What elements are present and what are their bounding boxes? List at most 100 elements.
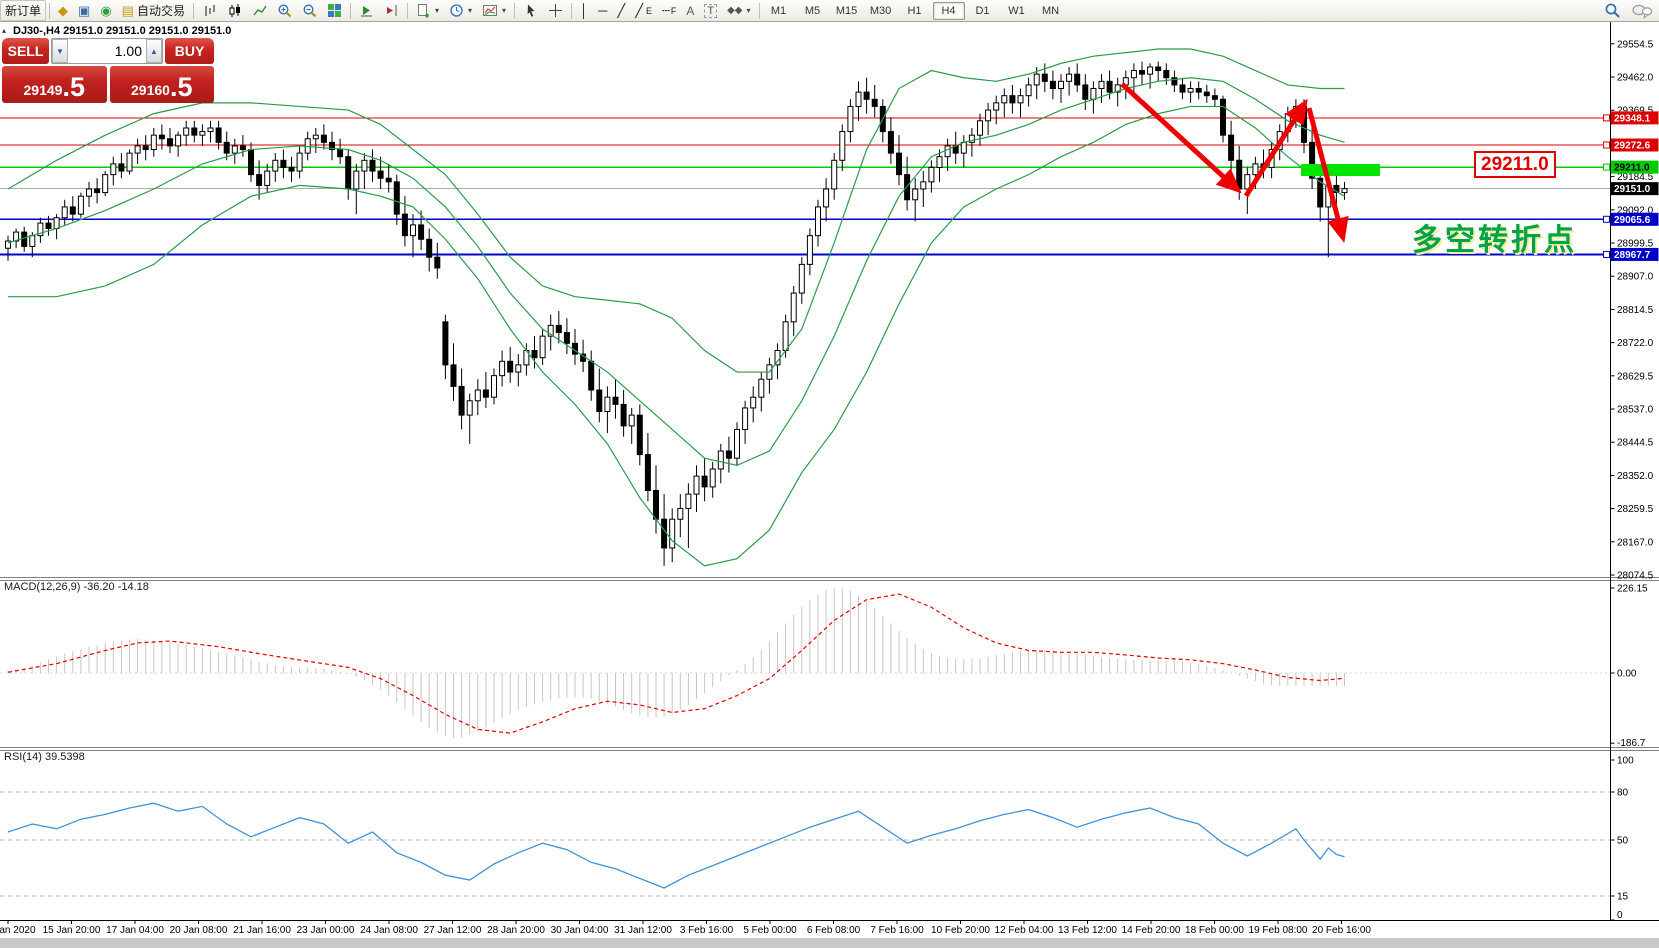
candlestick-icon	[229, 4, 240, 17]
fibonacci-letter: F	[670, 5, 677, 16]
price-level-badges: 29348.1 29272.6 29211.0 29151.0 29065.6 28967…	[1603, 111, 1659, 261]
timeframe-mn[interactable]: MN	[1041, 4, 1060, 17]
cursor-button[interactable]	[518, 0, 543, 21]
price-level-lines[interactable]	[0, 117, 1610, 256]
timeframe-m1[interactable]: M1	[770, 4, 787, 17]
market-button[interactable]: ◆	[53, 0, 73, 21]
signals-button[interactable]: ◉	[95, 0, 116, 21]
zoom-out-icon	[303, 4, 317, 18]
rsi-indicator-label: RSI(14) 39.5398	[4, 751, 85, 763]
macd-panel[interactable]: 226.15 0.00 -186.7	[0, 584, 1648, 750]
volume-input[interactable]	[68, 39, 146, 63]
chart-shift-button[interactable]	[379, 0, 404, 21]
buy-price-panel[interactable]: 29160.5	[109, 66, 214, 103]
svg-text:29369.5: 29369.5	[1617, 106, 1654, 117]
new-order-label: 新订单	[5, 4, 42, 18]
vertical-line-button[interactable]: │	[575, 0, 593, 21]
shapes-button[interactable]: ◆◆ ▾	[722, 0, 755, 21]
community-button[interactable]: ▣	[73, 0, 95, 21]
rsi-line	[7, 802, 1345, 889]
new-order-button[interactable]: 新订单	[0, 0, 47, 21]
svg-text:28814.5: 28814.5	[1617, 305, 1654, 316]
svg-text:20 Feb 16:00: 20 Feb 16:00	[1312, 925, 1371, 936]
sell-price-panel[interactable]: 29149.5	[2, 66, 107, 103]
highlight-rectangle[interactable]	[1301, 164, 1380, 176]
volume-increase-button[interactable]: ▲	[146, 39, 162, 63]
timeframe-m30[interactable]: M30	[869, 4, 892, 17]
cursor-icon	[527, 4, 535, 17]
bottom-strip	[0, 938, 1659, 948]
svg-text:28629.5: 28629.5	[1617, 371, 1654, 382]
horizontal-line-button[interactable]: ─	[593, 0, 612, 21]
text-label-button[interactable]: T	[699, 0, 722, 21]
bar-chart-button[interactable]	[197, 0, 222, 21]
timeframe-d1[interactable]: D1	[975, 4, 990, 17]
text-button[interactable]: A	[681, 0, 699, 21]
timeframe-h4[interactable]: H4	[932, 1, 965, 20]
crosshair-button[interactable]	[543, 0, 568, 21]
svg-text:0: 0	[1617, 910, 1623, 921]
line-chart-icon	[253, 5, 267, 16]
chat-icon[interactable]	[1631, 2, 1653, 19]
turning-point-text[interactable]: 多空转折点	[1412, 224, 1577, 257]
separator	[406, 2, 408, 19]
separator	[49, 2, 51, 19]
svg-text:29554.5: 29554.5	[1617, 39, 1654, 50]
svg-text:29092.0: 29092.0	[1617, 205, 1654, 216]
fibonacci-button[interactable]: ┄ F	[657, 0, 681, 21]
zoom-in-button[interactable]	[272, 0, 297, 21]
price-callout-label[interactable]: 29211.0	[1474, 151, 1556, 178]
svg-text:15: 15	[1617, 892, 1629, 903]
line-chart-button[interactable]	[247, 0, 272, 21]
tile-windows-button[interactable]	[322, 0, 347, 21]
monitor-icon: ▣	[78, 3, 91, 18]
zoom-out-button[interactable]	[297, 0, 322, 21]
equidistant-channel-button[interactable]: ╱ E	[630, 0, 657, 21]
autotrading-button[interactable]: ▤ 自动交易	[117, 0, 190, 21]
templates-button[interactable]: ▾	[477, 0, 511, 21]
collapse-panel-icon[interactable]: ▴	[2, 26, 7, 35]
separator	[192, 2, 194, 19]
chart-symbol-title: DJ30-,H4 29151.0 29151.0 29151.0 29151.0	[13, 25, 232, 37]
separator	[514, 2, 516, 19]
svg-text:29462.0: 29462.0	[1617, 73, 1654, 84]
periods-button[interactable]: ▾	[444, 0, 477, 21]
auto-scroll-button[interactable]	[354, 0, 379, 21]
timeframe-m5[interactable]: M5	[804, 4, 821, 17]
svg-text:80: 80	[1617, 788, 1629, 799]
timeframe-w1[interactable]: W1	[1008, 4, 1025, 17]
svg-text:28967.7: 28967.7	[1614, 250, 1651, 261]
volume-decrease-button[interactable]: ▼	[52, 39, 68, 63]
svg-text:29184.5: 29184.5	[1617, 172, 1654, 183]
search-icon[interactable]	[1604, 2, 1621, 19]
svg-text:28167.0: 28167.0	[1617, 537, 1654, 548]
timeframe-h1[interactable]: H1	[907, 4, 922, 17]
svg-text:19 Feb 08:00: 19 Feb 08:00	[1249, 925, 1308, 936]
trendline-icon: ╱	[617, 3, 626, 18]
indicators-button[interactable]: ▾	[411, 0, 444, 21]
sell-price-frac: .5	[62, 72, 85, 102]
chevron-down-icon: ▾	[746, 6, 751, 15]
trendline-button[interactable]: ╱	[612, 0, 630, 21]
svg-text:28074.5: 28074.5	[1617, 571, 1654, 582]
sell-button[interactable]: SELL	[2, 38, 49, 64]
svg-text:28907.0: 28907.0	[1617, 272, 1654, 283]
svg-text:28444.5: 28444.5	[1617, 438, 1654, 449]
timeframe-m15[interactable]: M15	[835, 4, 858, 17]
template-icon	[483, 5, 497, 16]
bollinger-bands[interactable]	[7, 48, 1345, 567]
buy-price-main: 29160	[131, 82, 170, 98]
candlestick-chart-button[interactable]	[222, 0, 247, 21]
rsi-panel[interactable]: 100 80 50 15 0	[0, 756, 1634, 922]
trend-arrow[interactable]	[1120, 82, 1349, 243]
separator	[758, 2, 760, 19]
channel-icon: ╱	[635, 3, 644, 18]
svg-text:5 Feb 00:00: 5 Feb 00:00	[743, 925, 797, 936]
shapes-icon: ◆◆	[727, 5, 743, 16]
candles-group[interactable]	[5, 61, 1348, 566]
timeframe-group: M1 M5 M15 M30 H1 H4 D1 W1 MN	[763, 1, 1067, 20]
tile-windows-icon	[327, 4, 341, 17]
buy-button[interactable]: BUY	[165, 38, 214, 64]
indicators-icon	[417, 4, 429, 18]
